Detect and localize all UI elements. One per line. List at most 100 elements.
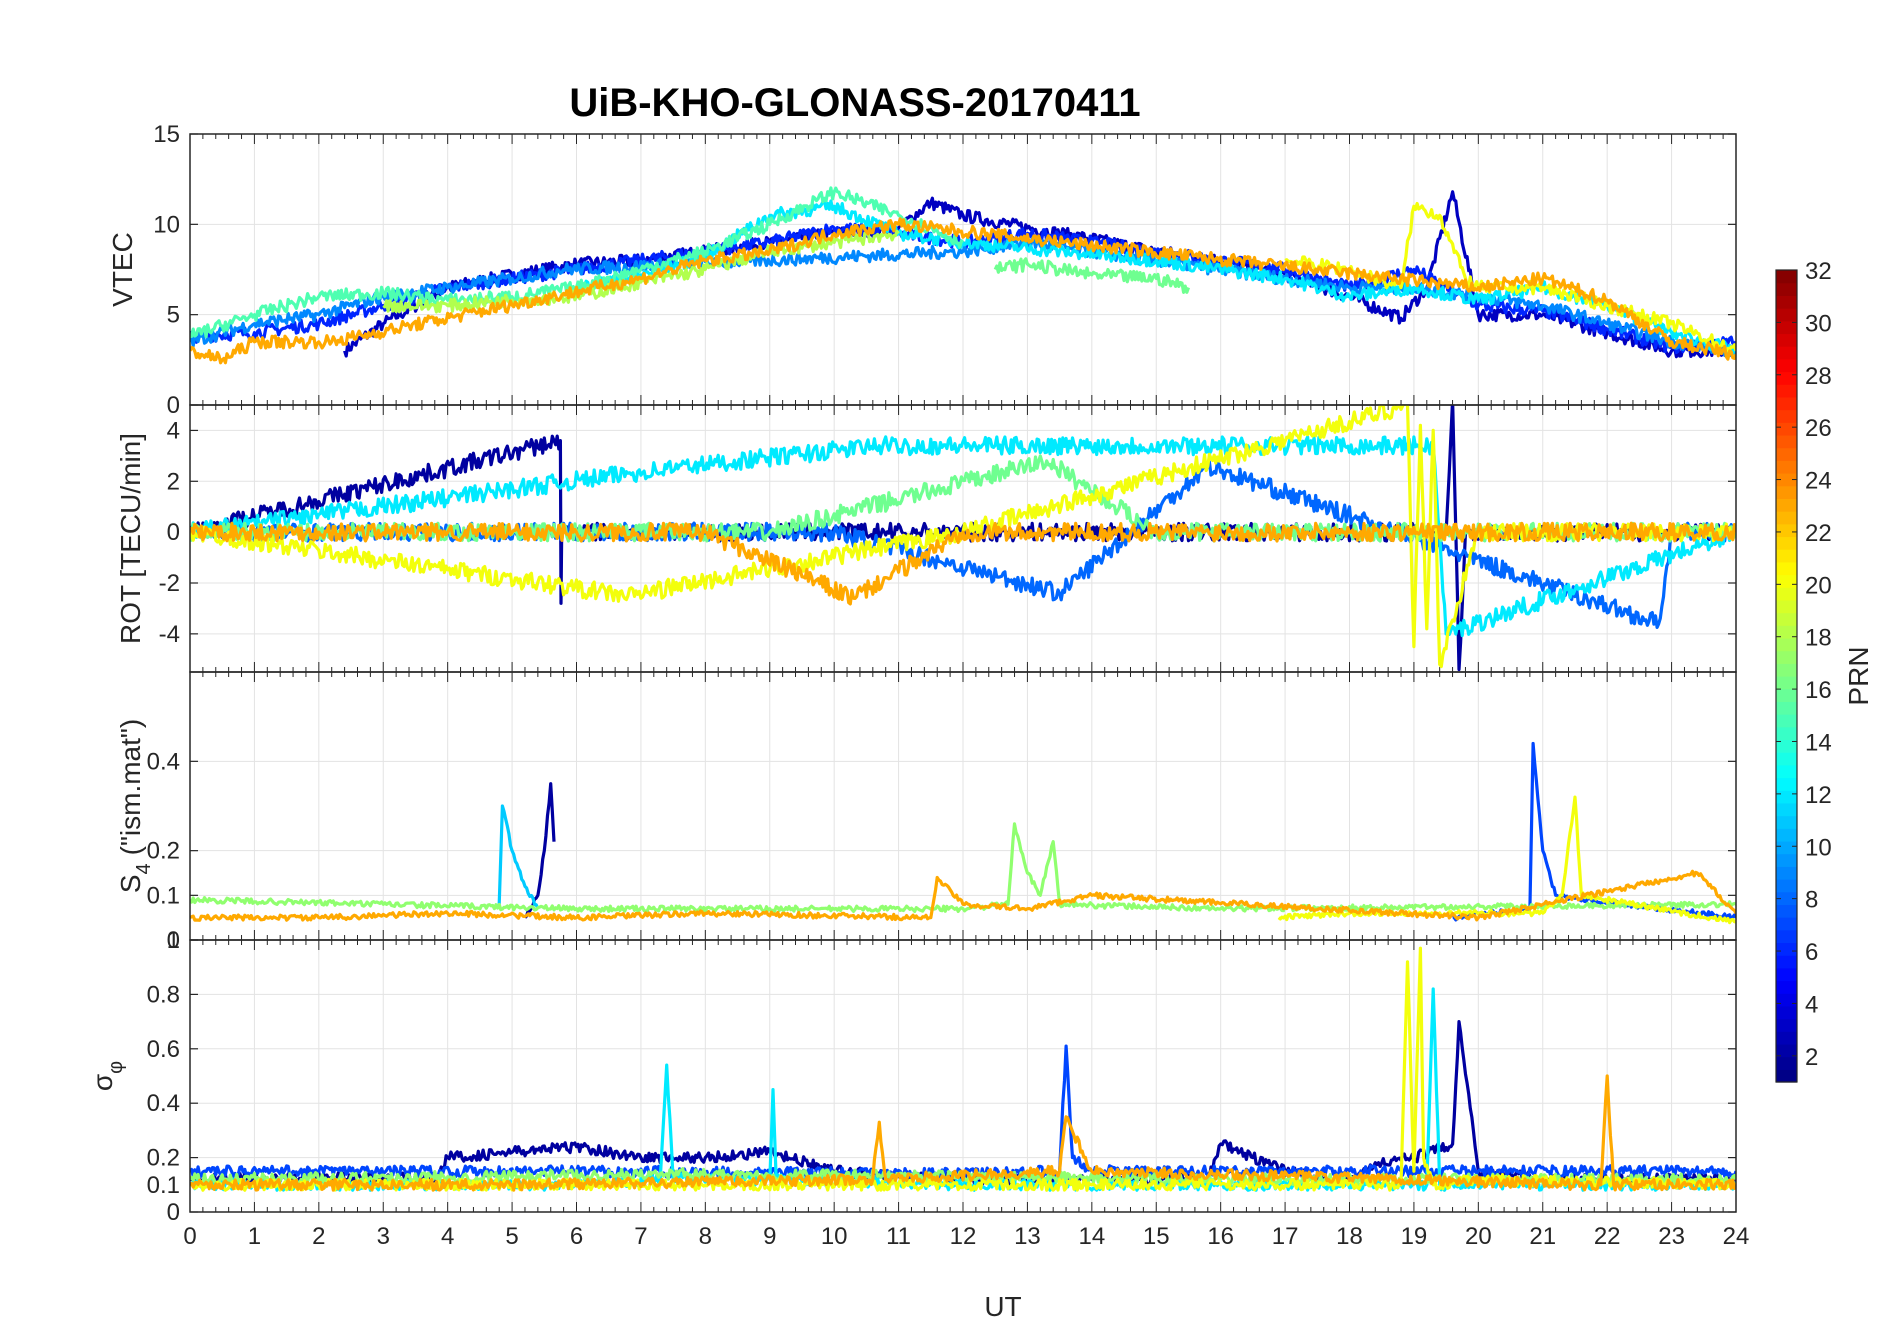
panel-2: -4 -2 0 2 4 ROT [TECU/min] [115,404,1737,673]
x-tick-label: 10 [821,1223,848,1250]
colorbar-segment [1776,612,1797,626]
colorbar-tick-label: 22 [1805,520,1832,547]
colorbar-segment [1776,993,1797,1007]
colorbar-segment [1776,790,1797,804]
colorbar-tick-label: 12 [1805,782,1832,809]
colorbar-segment [1776,1056,1797,1070]
colorbar-segment [1776,282,1797,296]
colorbar-tick-label: 24 [1805,468,1832,495]
colorbar-segment [1776,866,1797,880]
colorbar-segment [1776,777,1797,791]
colorbar-segment [1776,980,1797,994]
colorbar-segment [1776,549,1797,563]
colorbar-segment [1776,650,1797,664]
y-axis-label-main: S [115,874,146,893]
colorbar-tick-label: 6 [1805,939,1818,966]
chart-title: UiB-KHO-GLONASS-20170411 [569,81,1140,125]
series-line-prn-16 [993,257,1191,294]
x-tick-label: 16 [1207,1223,1234,1250]
colorbar-segment [1776,587,1797,601]
colorbar-tick-label: 4 [1805,991,1818,1018]
series-line-prn-12 [190,435,1736,638]
y-tick-label: 1 [167,927,180,954]
y-axis-label-rest: ("ism.mat") [115,719,146,856]
colorbar-segment [1776,308,1797,322]
colorbar-frame [1775,269,1798,1083]
series-line-prn-2 [523,782,556,919]
colorbar-segment [1776,739,1797,753]
colorbar-segment [1776,473,1797,487]
colorbar-tick-label: 18 [1805,625,1832,652]
panel-1: 0 5 10 15 VTEC [107,121,1737,419]
colorbar-segment [1776,333,1797,347]
colorbar-segment [1776,929,1797,944]
series-group [190,405,1736,672]
colorbar-segment [1776,409,1797,423]
colorbar-segment [1776,815,1797,829]
x-axis: 0 1 2 3 4 5 6 7 8 9 10 11 12 13 14 15 16 17 18 19 20 21 22 23 24 [183,1223,1749,1250]
colorbar-segment [1776,714,1797,728]
x-tick-label: 19 [1401,1223,1428,1250]
y-tick-label: 4 [167,417,180,444]
colorbar-segment [1776,955,1797,969]
colorbar-tick-label: 32 [1805,258,1832,285]
y-tick-label: 0.2 [147,838,180,865]
y-tick-label: 0.2 [147,1145,180,1172]
x-tick-label: 7 [634,1223,647,1250]
series-line-prn-23 [190,1074,1736,1192]
y-tick-label: 0.1 [147,1172,180,1199]
colorbar-segment [1776,574,1797,588]
x-tick-label: 2 [312,1223,325,1250]
x-tick-label: 14 [1078,1223,1105,1250]
x-tick-label: 3 [377,1223,390,1250]
colorbar-segment [1776,599,1797,614]
colorbar-segment [1776,320,1797,335]
colorbar-segment [1776,447,1797,461]
colorbar-segment [1776,726,1797,741]
colorbar-segment [1776,485,1797,499]
y-tick-label: 0.1 [147,882,180,909]
y-tick-label: 0 [167,927,180,954]
colorbar-segment [1776,625,1797,639]
x-tick-label: 21 [1529,1223,1556,1250]
colorbar-segment [1776,384,1797,398]
x-tick-label: 4 [441,1223,454,1250]
x-tick-label: 15 [1143,1223,1170,1250]
x-tick-label: 17 [1272,1223,1299,1250]
x-tick-label: 8 [699,1223,712,1250]
x-tick-label: 18 [1336,1223,1363,1250]
x-axis-label: UT [984,1291,1021,1322]
y-tick-label: 0.4 [147,748,180,775]
series-group [190,741,1736,925]
colorbar-tick-label: 26 [1805,415,1832,442]
y-tick-label: 0.8 [147,981,180,1008]
colorbar-segment [1776,676,1797,690]
series-line-prn-18 [382,229,900,314]
x-tick-label: 0 [183,1223,196,1250]
colorbar-segment [1776,523,1797,538]
colorbar-segment [1776,752,1797,766]
colorbar-tick-label: 14 [1805,729,1832,756]
colorbar-segment [1776,396,1797,411]
series-line-prn-17 [190,822,1736,914]
colorbar-segment [1776,942,1797,956]
y-axis-label: σφ [87,1061,127,1091]
y-axis-label: VTEC [107,232,138,307]
y-axis-label-sub: 4 [133,863,155,874]
colorbar-tick-label: 20 [1805,572,1832,599]
y-tick-label: 2 [167,468,180,495]
colorbar-segment [1776,422,1797,436]
colorbar-tick-label: 30 [1805,310,1832,337]
x-tick-label: 12 [950,1223,977,1250]
colorbar-segment [1776,358,1797,373]
colorbar-segment [1776,536,1797,550]
panel-frame [189,939,1737,1213]
series-line-prn-23 [190,521,1736,606]
colorbar-segment [1776,688,1797,702]
colorbar-segment [1776,270,1797,284]
colorbar-segment [1776,840,1797,855]
